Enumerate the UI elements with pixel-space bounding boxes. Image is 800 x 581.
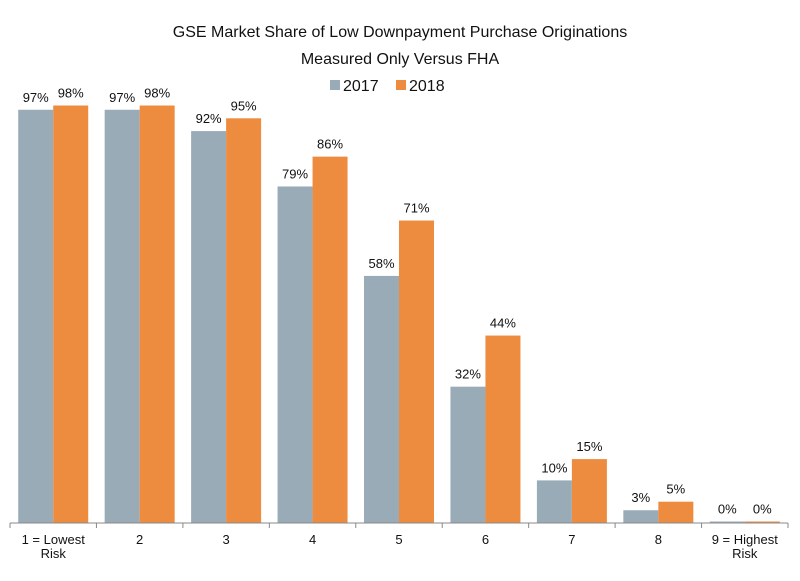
bar-2017-9	[709, 521, 745, 523]
data-label-2018-9: 0%	[753, 502, 772, 517]
data-label-2018-2: 98%	[144, 86, 170, 101]
legend-label-2018: 2018	[409, 78, 445, 95]
data-label-2018-1: 98%	[58, 86, 84, 101]
legend-swatch-2017	[330, 80, 340, 90]
x-tick-label: 9 = Highest	[712, 532, 779, 547]
bar-2018-3	[226, 118, 262, 524]
data-label-2017-4: 79%	[282, 166, 308, 181]
data-label-2018-7: 15%	[576, 439, 602, 454]
data-label-2018-5: 71%	[403, 201, 429, 216]
bar-2018-4	[312, 156, 348, 523]
legend-swatch-2018	[396, 80, 406, 90]
data-label-2017-8: 3%	[631, 490, 650, 505]
x-tick-label: 1 = Lowest	[22, 532, 86, 547]
bar-2017-3	[191, 131, 227, 523]
x-tick-label: Risk	[41, 546, 67, 561]
legend-label-2017: 2017	[343, 78, 379, 95]
bar-2018-2	[139, 105, 175, 524]
bar-2018-6	[485, 335, 521, 523]
data-label-2017-9: 0%	[718, 502, 737, 517]
legend: 2017 2018	[330, 78, 445, 95]
x-tick-label: 6	[482, 532, 489, 547]
bar-2018-9	[744, 521, 780, 523]
data-label-2017-2: 97%	[109, 90, 135, 105]
bar-2017-5	[364, 275, 399, 523]
bar-2018-1	[53, 105, 89, 524]
bar-2018-5	[399, 220, 434, 524]
data-label-2017-3: 92%	[196, 111, 222, 126]
x-tick-label: 5	[395, 532, 402, 547]
bar-2017-8	[623, 510, 659, 523]
x-tick-label: 3	[222, 532, 229, 547]
chart-title: GSE Market Share of Low Downpayment Purc…	[173, 24, 627, 41]
x-tick-label: 8	[655, 532, 662, 547]
data-label-2018-3: 95%	[231, 98, 257, 113]
data-label-2017-1: 97%	[23, 90, 49, 105]
bar-2017-1	[18, 109, 54, 523]
chart-subtitle: Measured Only Versus FHA	[301, 51, 500, 68]
bar-2017-2	[104, 109, 140, 523]
data-label-2018-6: 44%	[490, 316, 516, 331]
bar-2017-6	[450, 386, 486, 523]
data-label-2017-5: 58%	[368, 256, 394, 271]
bar-2017-7	[536, 480, 572, 523]
x-tick-label: 7	[568, 532, 575, 547]
bar-2017-4	[277, 186, 313, 523]
x-tick-label: 2	[136, 532, 143, 547]
bar-2018-7	[571, 459, 607, 523]
data-label-2018-4: 86%	[317, 137, 343, 152]
data-label-2018-8: 5%	[666, 482, 685, 497]
data-label-2017-6: 32%	[455, 367, 481, 382]
bar-2018-8	[658, 501, 694, 523]
x-tick-label: 4	[309, 532, 316, 547]
data-label-2017-7: 10%	[541, 460, 567, 475]
x-tick-label: Risk	[732, 546, 758, 561]
